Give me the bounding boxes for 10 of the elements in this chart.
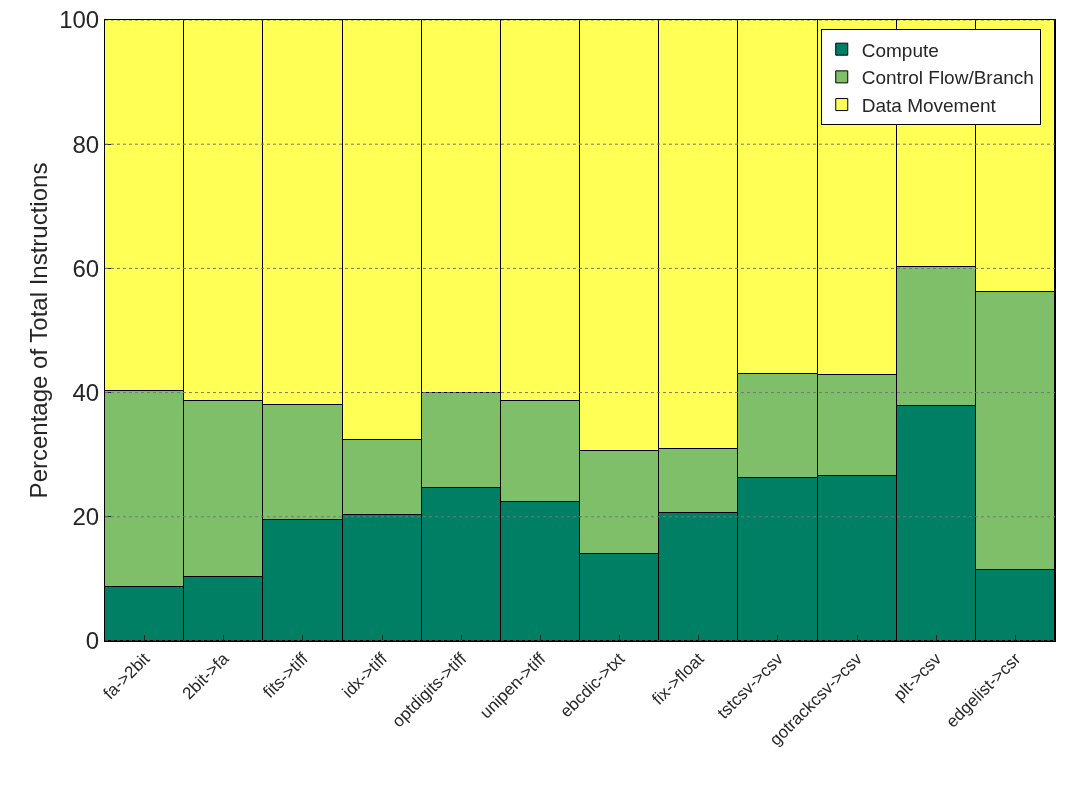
y-tick-label: 100	[59, 6, 100, 34]
legend-label: Control Flow/Branch	[861, 67, 1034, 89]
y-tick-label: 60	[72, 254, 100, 282]
legend-label: Data Movement	[861, 94, 997, 116]
y-tick-label: 40	[72, 379, 100, 406]
y-axis-title: Percentage of Total Instructions	[25, 162, 52, 499]
y-tick-label: 80	[72, 130, 100, 158]
legend-label: Compute	[861, 39, 939, 61]
y-tick-label: 0	[85, 627, 100, 655]
y-tick-label: 20	[72, 503, 100, 531]
